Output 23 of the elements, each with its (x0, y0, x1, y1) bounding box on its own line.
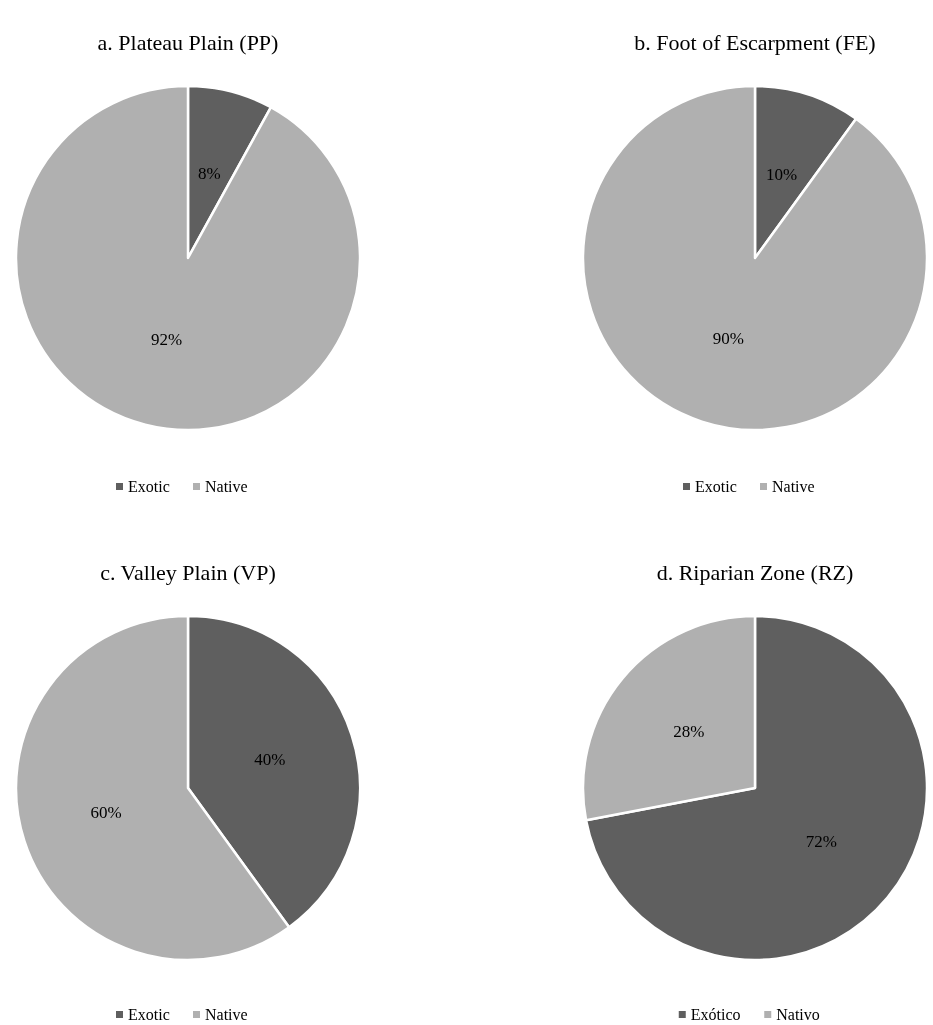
legend-label: Exotic (128, 478, 170, 495)
chart-title: a. Plateau Plain (PP) (97, 30, 279, 55)
legend-label: Exotic (128, 1006, 170, 1023)
data-label: 90% (712, 328, 745, 348)
data-label: 72% (805, 831, 837, 851)
data-label: 92% (151, 330, 183, 350)
data-label: 28% (673, 722, 705, 742)
chart-title: b. Foot of Escarpment (FE) (634, 30, 876, 55)
legend-label: Native (772, 478, 815, 495)
pie-slice (584, 614, 929, 962)
legend-label: Nativo (776, 1006, 820, 1023)
data-label: 8% (198, 163, 221, 183)
legend-label: Exótico (690, 1006, 741, 1023)
legend-label: Native (205, 1006, 248, 1023)
legend-label: Native (205, 478, 248, 495)
data-label: 40% (254, 750, 286, 770)
pie-slice (14, 84, 362, 431)
pie-slice (581, 84, 929, 431)
data-label: 60% (90, 803, 122, 823)
legend-label: Exotic (695, 478, 737, 495)
chart-title: c. Valley Plain (VP) (100, 560, 276, 585)
chart-title: d. Riparian Zone (RZ) (656, 560, 854, 585)
data-label: 10% (765, 165, 798, 185)
